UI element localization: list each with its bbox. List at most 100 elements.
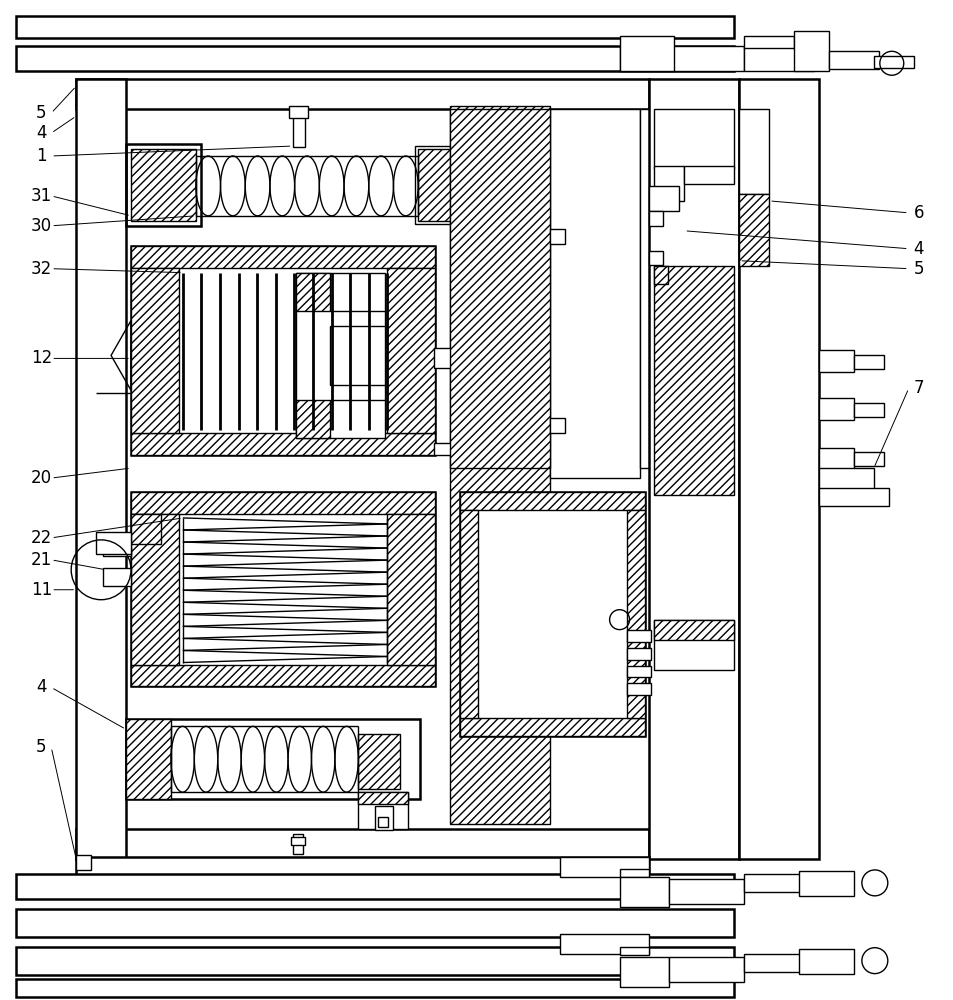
Text: 12: 12 [30,349,51,367]
Bar [654,620,734,640]
Bar [618,947,649,955]
Bar [378,817,388,827]
Bar [818,350,853,372]
Bar [358,792,408,804]
Bar [293,109,304,147]
Bar [76,79,126,859]
Bar [818,448,853,470]
Bar [131,492,435,686]
Text: 5: 5 [36,104,47,122]
Text: 31: 31 [30,187,51,205]
Bar [434,348,452,368]
Bar [131,246,435,268]
Text: 1: 1 [36,147,47,165]
Bar [559,934,649,954]
Bar [415,146,453,224]
Bar [131,492,435,514]
Bar [669,879,743,904]
Bar [818,488,888,506]
Bar [330,326,385,385]
Bar [618,957,669,987]
Bar [131,149,195,221]
Bar [654,266,668,284]
Bar [387,514,435,665]
Bar [131,514,178,665]
Bar [358,792,408,829]
Bar [626,648,651,660]
Text: 30: 30 [30,217,51,235]
Text: 6: 6 [913,204,923,222]
Bar [450,106,549,824]
Bar [295,311,385,400]
Bar [375,806,393,830]
Bar [126,144,200,226]
Bar [639,109,651,468]
Bar [131,665,435,686]
Text: 11: 11 [30,581,51,599]
Text: 4: 4 [913,240,923,258]
Bar [818,468,873,503]
Text: 20: 20 [30,469,51,487]
Bar [126,719,419,799]
Bar [828,51,878,69]
Bar [669,957,743,982]
Bar [818,398,853,420]
Bar [743,954,803,972]
Bar [683,166,734,184]
Text: 21: 21 [30,551,51,569]
Bar [387,268,435,433]
Bar [96,532,131,554]
Bar [799,871,853,896]
Bar [291,837,304,845]
Bar [16,16,734,38]
Bar [853,403,882,417]
Bar [654,266,734,495]
Text: 22: 22 [30,529,51,547]
Bar [16,909,734,937]
Bar [76,855,91,870]
Bar [743,874,803,892]
Bar [16,979,734,997]
Bar [76,857,649,885]
Bar [649,79,739,859]
Bar [626,683,651,695]
Bar [559,857,649,877]
Bar [459,718,644,736]
Bar [793,31,828,71]
Bar [131,514,161,544]
Bar [126,719,171,799]
Bar [549,229,564,244]
Bar [459,510,477,718]
Bar [799,949,853,974]
Bar [626,666,651,677]
Bar [459,492,644,510]
Bar [358,734,400,789]
Bar [654,620,734,670]
Text: 32: 32 [30,260,51,278]
Bar [131,268,178,433]
Bar [739,194,768,266]
Bar [853,452,882,466]
Bar [626,510,644,718]
Bar [459,492,644,736]
Bar [739,109,768,194]
Text: 4: 4 [36,678,47,696]
Bar [649,251,662,265]
Text: 7: 7 [913,379,923,397]
Bar [131,433,435,455]
Bar [293,834,302,854]
Bar [131,246,435,455]
Bar [103,548,131,556]
Bar [450,109,549,468]
Bar [654,109,734,169]
Bar [743,36,793,48]
Bar [76,829,649,859]
Bar [743,46,813,71]
Bar [618,46,743,71]
Bar [626,630,651,642]
Bar [295,273,330,438]
Text: 4: 4 [36,124,47,142]
Bar [103,568,131,586]
Bar [654,166,683,201]
Text: 5: 5 [913,260,923,278]
